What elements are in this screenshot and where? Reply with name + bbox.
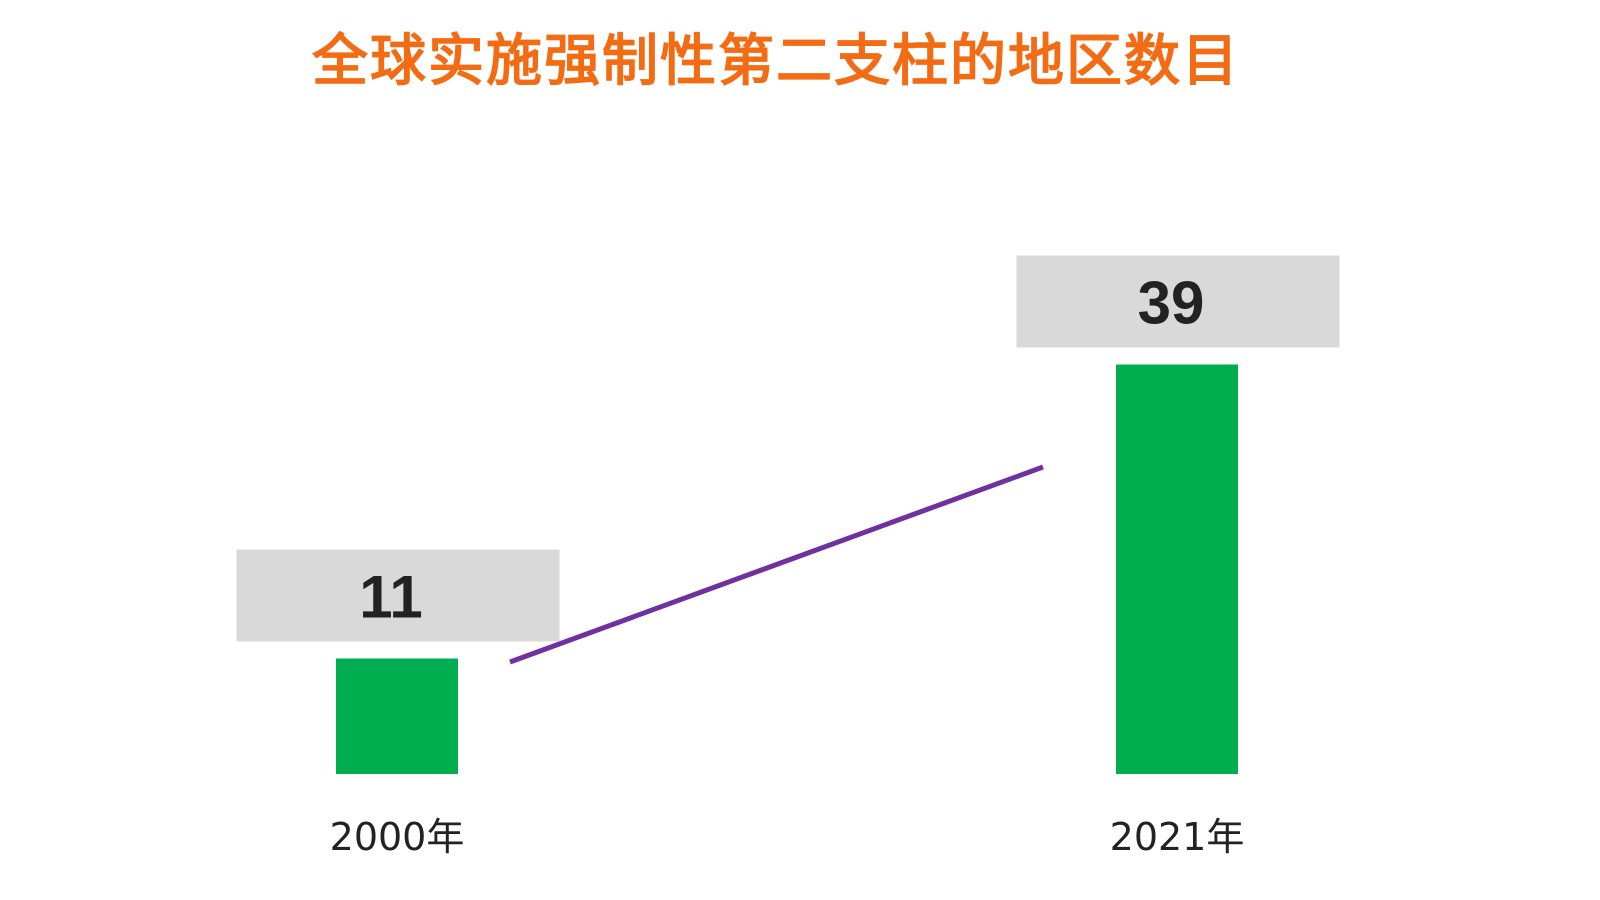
labels-layer: 11 2000年 39 2021年 (236, 255, 1340, 859)
bar-1 (336, 658, 458, 774)
bar-2 (1116, 364, 1238, 774)
category-label-1: 2000年 (330, 815, 465, 859)
bars-layer (336, 364, 1238, 774)
value-label-1: 11 (359, 564, 422, 631)
value-label-2: 39 (1138, 270, 1205, 337)
value-label-box-2 (1016, 255, 1340, 348)
trend-line-layer (509, 464, 1044, 665)
value-label-box-1 (236, 549, 560, 642)
chart-title: 全球实施强制性第二支柱的地区数目 (312, 29, 1240, 94)
category-label-2: 2021年 (1110, 815, 1245, 859)
trend-line (509, 464, 1044, 665)
